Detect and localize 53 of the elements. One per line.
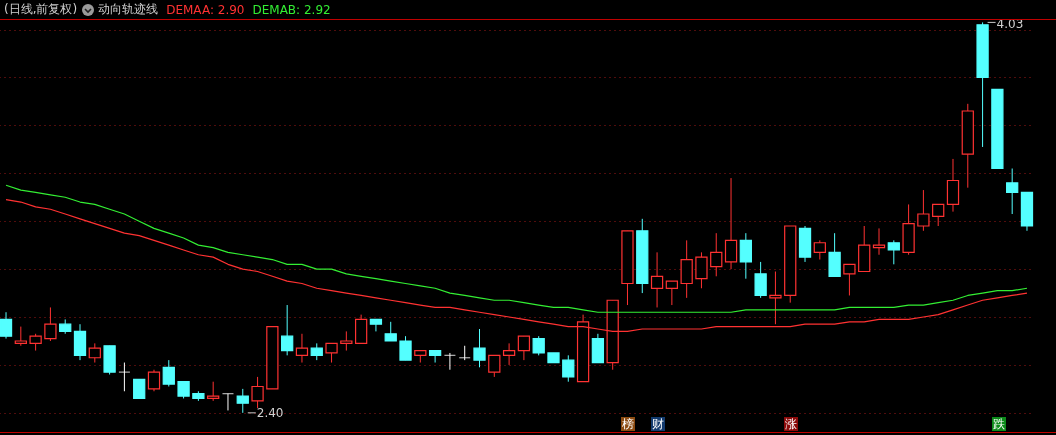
- candlestick: [251, 376, 264, 409]
- candlestick: [532, 335, 545, 356]
- candlestick: [843, 263, 856, 296]
- candlestick: [932, 203, 945, 227]
- candlestick: [828, 232, 841, 277]
- candlestick: [887, 239, 900, 265]
- candlestick: [281, 304, 294, 356]
- candlestick: [1006, 168, 1019, 215]
- candlestick: [428, 349, 442, 364]
- candlestick: [488, 354, 501, 378]
- annotation: 4.03: [996, 17, 1024, 32]
- candlestick: [369, 318, 383, 332]
- annotation: 2.40: [256, 405, 284, 420]
- candlestick: [325, 342, 338, 364]
- annotation: 财: [651, 417, 665, 431]
- candlestick: [680, 239, 693, 299]
- candlestick: [384, 321, 397, 342]
- text: DEMAA: 2.90: [166, 2, 245, 17]
- candlestick: [354, 314, 368, 344]
- candlestick: [769, 271, 782, 325]
- text: DEMAB: 2.92: [252, 2, 331, 17]
- candlestick: [147, 369, 161, 392]
- candlestick: [591, 333, 605, 364]
- candlestick: [44, 306, 57, 342]
- candlestick: [562, 354, 575, 383]
- candlestick: [739, 232, 752, 280]
- chart-title: (日线,前复权): [4, 1, 78, 18]
- candlestick: [724, 177, 738, 270]
- candlestick: [650, 251, 664, 308]
- candlestick: [917, 189, 930, 232]
- candlestick: [295, 333, 309, 364]
- annotation: 榜: [621, 417, 635, 431]
- candlestick: [946, 158, 960, 213]
- chart-subtitle: 动向轨迹线: [98, 1, 159, 18]
- annotation: 跌: [992, 417, 1006, 431]
- candlestick: [399, 335, 412, 361]
- candlestick: [88, 342, 101, 364]
- candlestick: [473, 328, 486, 368]
- candlestick: [813, 239, 826, 261]
- candlestick: [14, 326, 27, 347]
- candlestick: [502, 342, 516, 366]
- candlestick: [73, 323, 87, 361]
- candlestick: [133, 378, 146, 400]
- candlestick: [162, 359, 175, 387]
- candlestick: [695, 251, 708, 289]
- annotation: 涨: [784, 417, 798, 431]
- candlestick: [0, 311, 13, 340]
- candlestick: [340, 330, 353, 352]
- candlestick: [207, 381, 220, 402]
- candlestick: [710, 232, 723, 277]
- candlestick: [517, 335, 531, 361]
- candlestick: [665, 280, 679, 306]
- candlestick: [754, 261, 767, 299]
